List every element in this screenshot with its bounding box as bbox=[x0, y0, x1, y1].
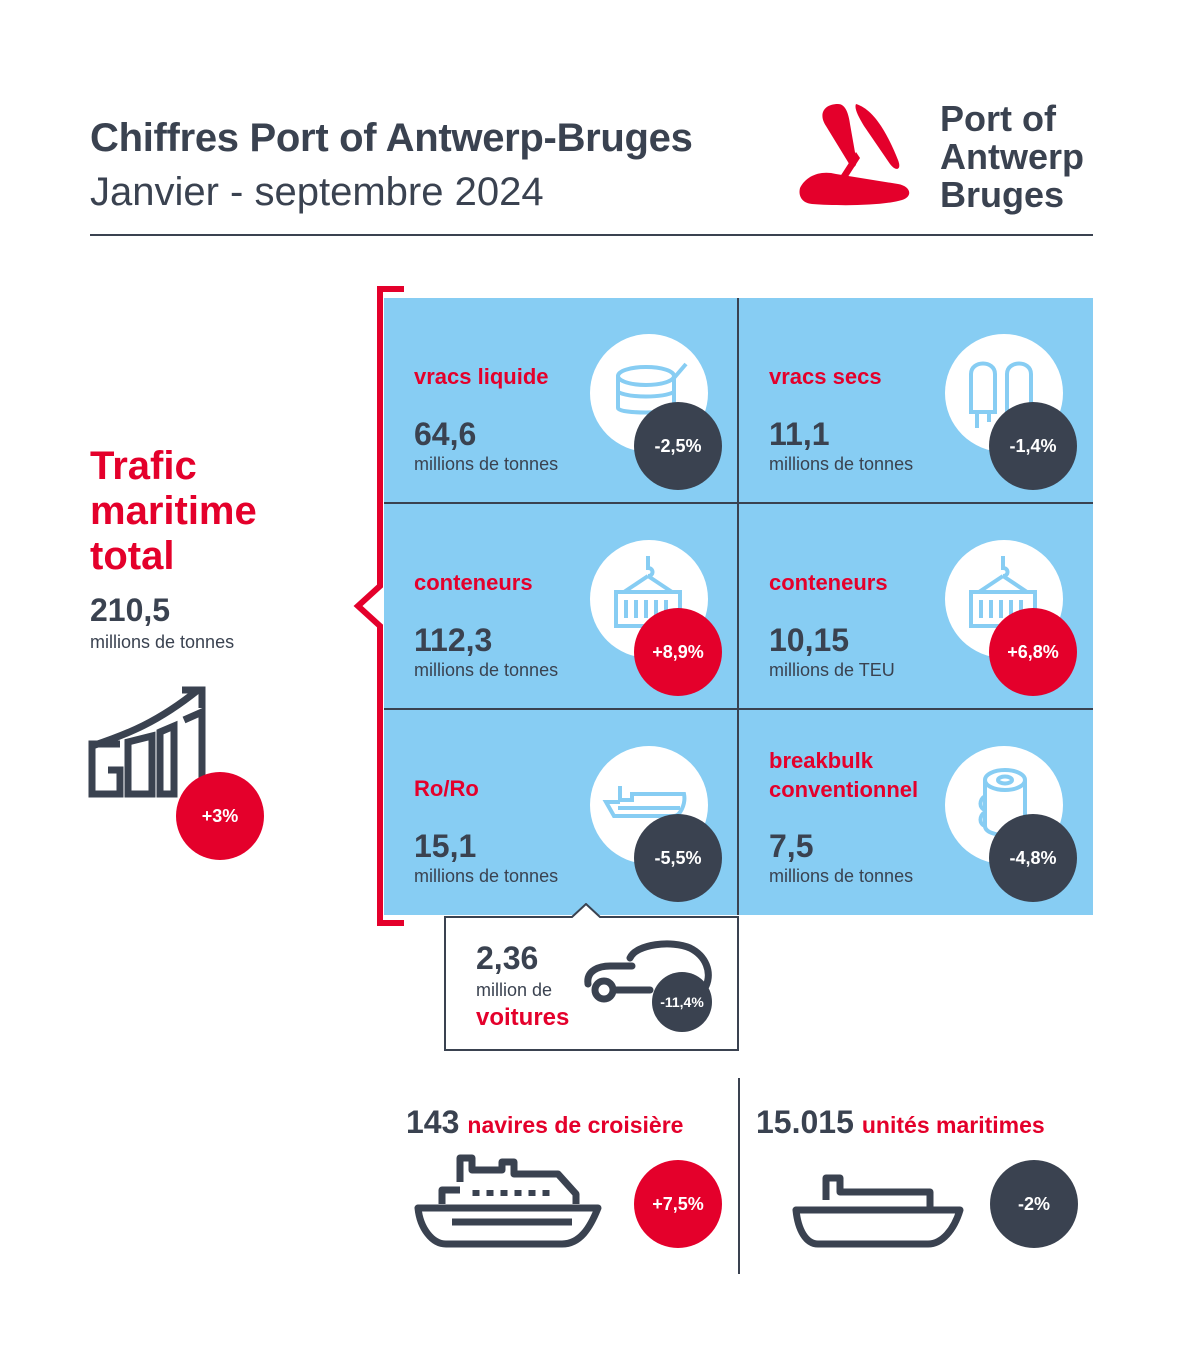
page-title: Chiffres Port of Antwerp-Bruges bbox=[90, 116, 693, 160]
grid-divider-1 bbox=[384, 502, 1093, 504]
cell-value: 7,5 bbox=[769, 828, 814, 864]
total-value: 210,5 bbox=[90, 592, 171, 628]
cell-unit: millions de tonnes bbox=[414, 866, 559, 886]
units-label: unités maritimes bbox=[861, 1112, 1045, 1138]
cell-unit: millions de TEU bbox=[769, 660, 895, 680]
logo-wordmark: Port of Antwerp Bruges bbox=[940, 100, 1084, 214]
units-change-badge: -2% bbox=[990, 1160, 1078, 1248]
cell-unit: millions de tonnes bbox=[769, 454, 914, 474]
total-heading: Trafic maritime total bbox=[90, 444, 257, 579]
cars-unit: million de bbox=[476, 980, 553, 1000]
cargo-cell-liquid-bulk: vracs liquide 64,6 millions de tonnes -2… bbox=[384, 298, 736, 503]
cell-unit: millions de tonnes bbox=[769, 866, 914, 886]
cargo-ship-icon bbox=[792, 1174, 964, 1248]
cargo-cell-containers-teu: conteneurs 10,15 millions de TEU +6,8% bbox=[739, 504, 1091, 709]
cell-label-line-2: conventionnel bbox=[769, 777, 919, 802]
grid-divider-2 bbox=[384, 708, 1093, 710]
cargo-cell-roro: Ro/Ro 15,1 millions de tonnes -5,5% bbox=[384, 710, 736, 915]
bracket-decoration bbox=[353, 286, 404, 926]
change-badge: -4,8% bbox=[989, 814, 1077, 902]
total-change-badge: +3% bbox=[176, 772, 264, 860]
car-icon bbox=[584, 940, 712, 1003]
cell-unit: millions de tonnes bbox=[414, 660, 559, 680]
port-logo-icon bbox=[799, 104, 910, 206]
total-heading-line-3: total bbox=[90, 534, 175, 578]
cell-label: conteneurs bbox=[414, 570, 533, 595]
cell-label: Ro/Ro bbox=[414, 776, 479, 801]
cell-label: breakbulk conventionnel bbox=[769, 746, 918, 804]
header-divider bbox=[90, 234, 1093, 236]
logo-line-1: Port of bbox=[940, 98, 1056, 139]
cell-label: conteneurs bbox=[769, 570, 888, 595]
growth-chart-icon bbox=[88, 686, 206, 798]
cars-label: voitures bbox=[476, 1004, 570, 1031]
cars-value: 2,36 bbox=[476, 940, 539, 976]
units-headline: 15.015 unités maritimes bbox=[756, 1104, 1045, 1141]
cruise-change-badge: +7,5% bbox=[634, 1160, 722, 1248]
logo-line-2: Antwerp bbox=[940, 136, 1084, 177]
change-badge: -1,4% bbox=[989, 402, 1077, 490]
cell-label: vracs secs bbox=[769, 364, 882, 389]
cell-value: 10,15 bbox=[769, 622, 850, 658]
cell-value: 11,1 bbox=[769, 416, 830, 452]
cargo-cell-breakbulk: breakbulk conventionnel 7,5 millions de … bbox=[739, 710, 1091, 915]
cell-value: 15,1 bbox=[414, 828, 477, 864]
cell-label-line-1: breakbulk bbox=[769, 748, 873, 773]
page-subtitle: Janvier - septembre 2024 bbox=[90, 170, 544, 214]
cruise-label: navires de croisière bbox=[467, 1112, 684, 1138]
change-badge: +8,9% bbox=[634, 608, 722, 696]
cruise-headline: 143 navires de croisière bbox=[406, 1104, 683, 1141]
total-unit: millions de tonnes bbox=[90, 632, 235, 652]
total-heading-line-2: maritime bbox=[90, 489, 257, 533]
cell-value: 64,6 bbox=[414, 416, 477, 452]
change-badge: -5,5% bbox=[634, 814, 722, 902]
total-heading-line-1: Trafic bbox=[90, 444, 197, 488]
cargo-cell-containers-tonnes: conteneurs 112,3 millions de tonnes +8,9… bbox=[384, 504, 736, 709]
grid-vertical-divider bbox=[737, 298, 739, 915]
cell-unit: millions de tonnes bbox=[414, 454, 559, 474]
cars-change-badge: -11,4% bbox=[652, 972, 712, 1032]
change-badge: -2,5% bbox=[634, 402, 722, 490]
cruise-ship-icon bbox=[414, 1154, 602, 1248]
units-value: 15.015 bbox=[756, 1104, 854, 1140]
change-badge: +6,8% bbox=[989, 608, 1077, 696]
bottom-divider bbox=[738, 1078, 740, 1274]
cargo-cell-dry-bulk: vracs secs 11,1 millions de tonnes -1,4% bbox=[739, 298, 1091, 503]
cruise-value: 143 bbox=[406, 1104, 460, 1140]
cell-value: 112,3 bbox=[414, 622, 493, 658]
cargo-grid: vracs liquide 64,6 millions de tonnes -2… bbox=[384, 298, 1093, 915]
cell-label: vracs liquide bbox=[414, 364, 549, 389]
logo-line-3: Bruges bbox=[940, 174, 1065, 215]
